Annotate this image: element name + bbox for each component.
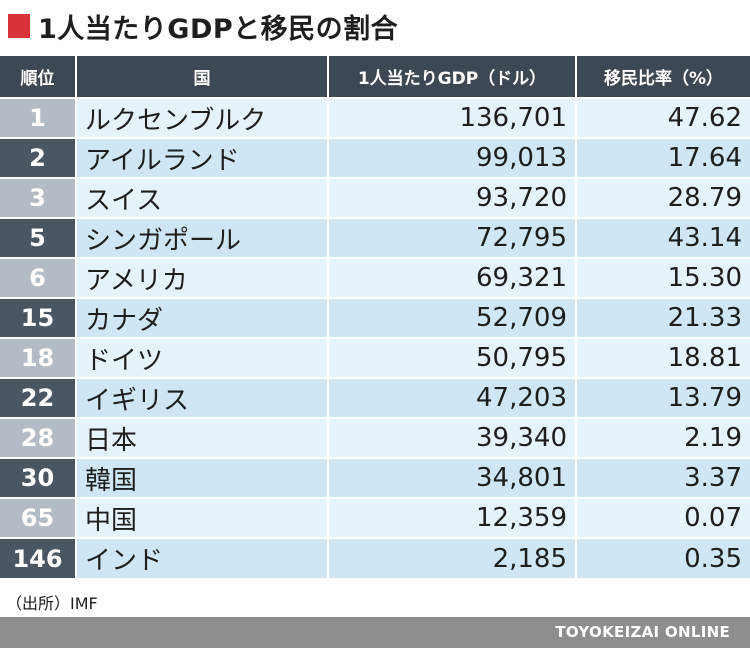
gdp-cell: 136,701	[327, 97, 576, 138]
rank-cell: 22	[0, 377, 76, 418]
rank-cell: 5	[0, 217, 76, 258]
country-cell: 中国	[75, 497, 328, 538]
migrant-ratio-cell: 13.79	[575, 377, 750, 418]
header-rank: 順位	[0, 56, 76, 98]
table-row: 146 インド 2,185 0.35	[0, 537, 750, 578]
data-table-container: 順位 国 1人当たりGDP（ドル） 移民比率（%） 1 ルクセンブルク 136,70…	[0, 56, 750, 578]
table-row: 22 イギリス 47,203 13.79	[0, 377, 750, 418]
table-row: 30 韓国 34,801 3.37	[0, 457, 750, 498]
table-row: 5 シンガポール 72,795 43.14	[0, 217, 750, 258]
country-cell: アイルランド	[75, 137, 328, 178]
rank-cell: 1	[0, 97, 76, 138]
migrant-ratio-cell: 18.81	[575, 337, 750, 378]
country-cell: インド	[75, 537, 328, 578]
country-cell: ルクセンブルク	[75, 97, 328, 138]
header-migrant-ratio: 移民比率（%）	[575, 56, 750, 98]
rank-cell: 28	[0, 417, 76, 458]
country-cell: スイス	[75, 177, 328, 218]
migrant-ratio-cell: 2.19	[575, 417, 750, 458]
table-row: 3 スイス 93,720 28.79	[0, 177, 750, 218]
gdp-cell: 47,203	[327, 377, 576, 418]
rank-cell: 146	[0, 537, 76, 578]
country-cell: 韓国	[75, 457, 328, 498]
rank-cell: 3	[0, 177, 76, 218]
migrant-ratio-cell: 3.37	[575, 457, 750, 498]
gdp-cell: 72,795	[327, 217, 576, 258]
rank-cell: 6	[0, 257, 76, 298]
title-square-icon	[8, 14, 30, 38]
gdp-cell: 34,801	[327, 457, 576, 498]
rank-cell: 2	[0, 137, 76, 178]
table-row: 6 アメリカ 69,321 15.30	[0, 257, 750, 298]
country-cell: アメリカ	[75, 257, 328, 298]
footer-bar: TOYOKEIZAI ONLINE	[0, 617, 750, 648]
migrant-ratio-cell: 43.14	[575, 217, 750, 258]
table-header-row: 順位 国 1人当たりGDP（ドル） 移民比率（%）	[0, 56, 750, 98]
gdp-cell: 99,013	[327, 137, 576, 178]
header-gdp: 1人当たりGDP（ドル）	[327, 56, 576, 98]
gdp-cell: 39,340	[327, 417, 576, 458]
data-table: 順位 国 1人当たりGDP（ドル） 移民比率（%） 1 ルクセンブルク 136,70…	[0, 56, 750, 578]
rank-cell: 15	[0, 297, 76, 338]
gdp-cell: 93,720	[327, 177, 576, 218]
migrant-ratio-cell: 0.07	[575, 497, 750, 538]
table-row: 65 中国 12,359 0.07	[0, 497, 750, 538]
country-cell: イギリス	[75, 377, 328, 418]
chart-title: 1人当たりGDPと移民の割合	[38, 13, 399, 45]
gdp-cell: 2,185	[327, 537, 576, 578]
gdp-cell: 12,359	[327, 497, 576, 538]
migrant-ratio-cell: 17.64	[575, 137, 750, 178]
rank-cell: 18	[0, 337, 76, 378]
chart-title-bar: 1人当たりGDPと移民の割合	[8, 8, 399, 45]
country-cell: 日本	[75, 417, 328, 458]
migrant-ratio-cell: 15.30	[575, 257, 750, 298]
table-row: 28 日本 39,340 2.19	[0, 417, 750, 458]
rank-cell: 65	[0, 497, 76, 538]
migrant-ratio-cell: 47.62	[575, 97, 750, 138]
header-country: 国	[75, 56, 328, 98]
gdp-cell: 52,709	[327, 297, 576, 338]
table-row: 18 ドイツ 50,795 18.81	[0, 337, 750, 378]
country-cell: ドイツ	[75, 337, 328, 378]
source-note: （出所）IMF	[6, 594, 98, 613]
gdp-cell: 50,795	[327, 337, 576, 378]
migrant-ratio-cell: 0.35	[575, 537, 750, 578]
country-cell: シンガポール	[75, 217, 328, 258]
table-body: 1 ルクセンブルク 136,701 47.62 2 アイルランド 99,013 17.64 3 ス…	[0, 97, 750, 578]
table-row: 2 アイルランド 99,013 17.64	[0, 137, 750, 178]
country-cell: カナダ	[75, 297, 328, 338]
migrant-ratio-cell: 28.79	[575, 177, 750, 218]
footer-brand: TOYOKEIZAI ONLINE	[555, 623, 730, 641]
rank-cell: 30	[0, 457, 76, 498]
gdp-cell: 69,321	[327, 257, 576, 298]
migrant-ratio-cell: 21.33	[575, 297, 750, 338]
table-row: 1 ルクセンブルク 136,701 47.62	[0, 97, 750, 138]
table-row: 15 カナダ 52,709 21.33	[0, 297, 750, 338]
